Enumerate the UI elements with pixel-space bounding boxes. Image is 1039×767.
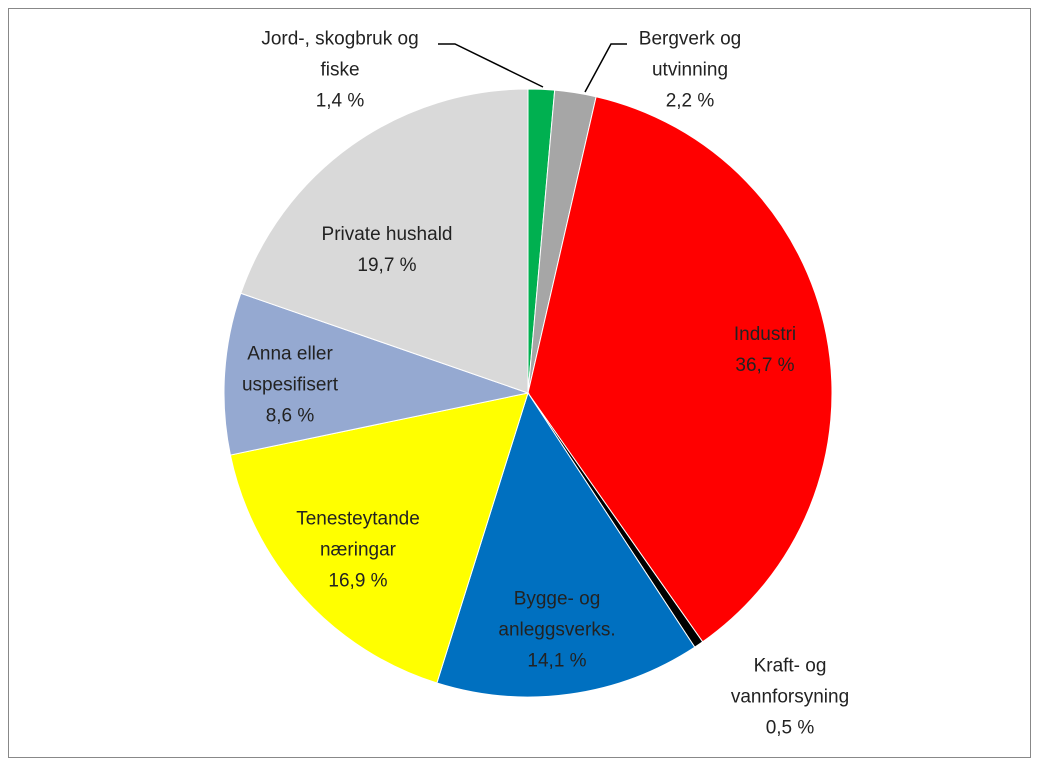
category-label: Bergverk og utvinning: [638, 28, 742, 81]
slice-label: Tenesteytande næringar 16,9 %: [283, 504, 433, 597]
category-label: Private hushald: [321, 224, 453, 245]
category-label: Kraft- og vannforsyning: [730, 655, 850, 708]
value-label: 36,7 %: [735, 355, 795, 376]
slice-label: Private hushald 19,7 %: [262, 219, 512, 281]
pie-slice: [436, 391, 696, 698]
pie-slice: [240, 88, 529, 394]
value-label: 0,5 %: [765, 717, 815, 739]
value-label: 16,9 %: [328, 570, 388, 592]
slice-label: Anna eller uspesifisert 8,6 %: [225, 339, 355, 432]
category-label: Anna eller uspesifisert: [241, 343, 339, 396]
leader-line: [438, 43, 544, 88]
pie-slice: [223, 292, 530, 456]
value-label: 8,6 %: [265, 405, 315, 427]
leader-line: [584, 43, 627, 93]
category-label: Industri: [733, 324, 797, 345]
slice-label: Industri 36,7 %: [665, 319, 865, 381]
value-label: 19,7 %: [357, 255, 417, 276]
slice-label: Jord-, skogbruk og fiske 1,4 %: [255, 24, 425, 117]
value-label: 2,2 %: [665, 90, 715, 112]
slice-label: Kraft- og vannforsyning 0,5 %: [720, 651, 860, 744]
value-label: 14,1 %: [527, 650, 587, 672]
category-label: Jord-, skogbruk og fiske: [261, 28, 419, 81]
category-label: Bygge- og anleggsverks.: [498, 588, 616, 641]
category-label: Tenesteytande næringar: [296, 508, 420, 561]
slice-label: Bergverk og utvinning 2,2 %: [625, 24, 755, 117]
pie-slice: [229, 392, 529, 684]
slice-label: Bygge- og anleggsverks. 14,1 %: [487, 584, 627, 677]
value-label: 1,4 %: [315, 90, 365, 112]
pie-slice: [527, 96, 833, 643]
